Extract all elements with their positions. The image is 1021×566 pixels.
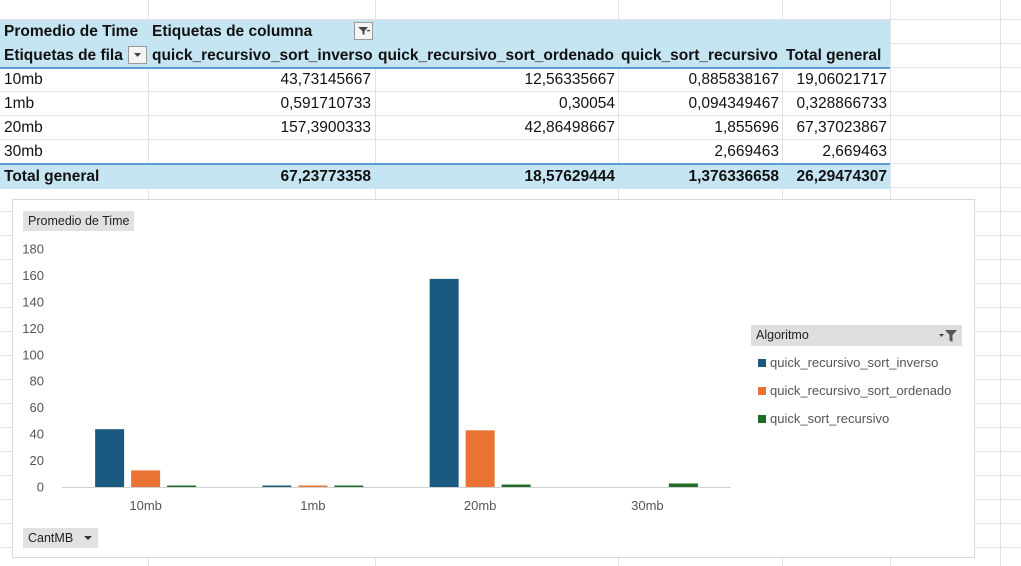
y-tick-label: 60	[30, 400, 44, 415]
y-tick-label: 80	[30, 374, 44, 389]
legend-label: quick_sort_recursivo	[770, 411, 890, 426]
row-label: 20mb	[4, 119, 43, 136]
table-cell	[377, 140, 615, 164]
table-cell: 0,328866733	[796, 95, 887, 112]
axis-field-button[interactable]: CantMB	[23, 528, 98, 548]
y-tick-label: 0	[37, 480, 44, 495]
column-labels-header[interactable]: Etiquetas de columna	[152, 23, 313, 40]
column-header: quick_recursivo_sort_ordenado	[378, 47, 615, 64]
filter-icon	[939, 330, 957, 342]
bar	[465, 430, 495, 487]
table-cell: 67,37023867	[796, 119, 887, 136]
bar-chart-plot: 0 20 40 60 80 100 120 140 160 180 10mb 1mb 20mb 30mb	[22, 242, 731, 513]
table-cell: 19,06021717	[796, 71, 887, 88]
table-cell: 43,73145667	[280, 71, 371, 88]
bar	[262, 485, 292, 487]
value-field-button[interactable]: Promedio de Time	[23, 211, 135, 231]
header-separator	[0, 67, 890, 69]
axis-field-label: CantMB	[28, 531, 74, 545]
y-tick-label: 100	[22, 347, 44, 362]
value-field-label[interactable]: Promedio de Time	[4, 23, 139, 40]
table-cell: 2,669463	[714, 143, 779, 160]
table-row: 10mb 43,73145667 12,56335667 0,885838167…	[0, 68, 890, 92]
x-tick-label: 10mb	[129, 498, 162, 513]
legend-title: Algoritmo	[756, 328, 809, 342]
table-cell	[150, 140, 371, 164]
pivot-column-header-row: Etiquetas de fila quick_recursivo_sort_i…	[0, 44, 890, 68]
chevron-down-icon	[134, 53, 141, 57]
bar	[95, 429, 125, 487]
row-label: 10mb	[4, 71, 43, 88]
total-cell: 1,376336658	[688, 168, 779, 185]
legend-swatch	[758, 415, 766, 423]
row-divider	[0, 19, 1021, 20]
bar	[429, 278, 459, 487]
row-divider	[0, 139, 1021, 140]
column-header: Total general	[786, 47, 882, 64]
pivot-header-row: Promedio de Time Etiquetas de columna	[0, 20, 890, 44]
bar	[298, 485, 328, 487]
bar	[131, 470, 161, 487]
table-cell: 157,3900333	[280, 119, 371, 136]
table-cell: 0,30054	[558, 95, 615, 112]
table-cell: 2,669463	[822, 143, 887, 160]
total-separator	[0, 163, 890, 165]
y-tick-label: 180	[22, 242, 44, 257]
total-cell: 18,57629444	[524, 168, 615, 185]
table-cell: 42,86498667	[524, 119, 615, 136]
row-divider	[0, 115, 1021, 116]
table-row: 20mb 157,3900333 42,86498667 1,855696 67…	[0, 116, 890, 140]
table-row: 30mb 2,669463 2,669463	[0, 140, 890, 164]
chevron-down-icon	[84, 536, 92, 540]
table-cell: 12,56335667	[524, 71, 615, 88]
table-cell: 0,591710733	[280, 95, 371, 112]
y-tick-label: 40	[30, 427, 44, 442]
column-header: quick_recursivo_sort_inverso	[152, 47, 373, 64]
bar	[501, 484, 531, 487]
table-cell: 0,094349467	[688, 95, 779, 112]
table-row: 1mb 0,591710733 0,30054 0,094349467 0,32…	[0, 92, 890, 116]
y-tick-label: 20	[30, 453, 44, 468]
total-cell: 26,29474307	[796, 168, 887, 185]
row-label: 30mb	[4, 143, 43, 160]
row-labels-header[interactable]: Etiquetas de fila	[4, 47, 123, 64]
y-tick-label: 160	[22, 268, 44, 283]
bar	[668, 483, 698, 487]
bar	[167, 485, 197, 487]
pivot-chart[interactable]: Promedio de Time 0 20 40 60 80 100 120 140 160 18…	[12, 199, 975, 558]
y-tick-label: 120	[22, 321, 44, 336]
table-cell: 1,855696	[714, 119, 779, 136]
legend-swatch	[758, 387, 766, 395]
total-cell: 67,23773358	[280, 168, 371, 185]
bar	[334, 485, 364, 487]
x-tick-label: 1mb	[300, 498, 325, 513]
y-tick-label: 140	[22, 294, 44, 309]
table-cell: 0,885838167	[688, 71, 779, 88]
legend-field-button[interactable]: Algoritmo	[751, 325, 962, 346]
filter-icon	[358, 27, 370, 35]
row-divider	[0, 91, 1021, 92]
x-tick-label: 30mb	[631, 498, 664, 513]
x-tick-label: 20mb	[464, 498, 497, 513]
column-header: quick_sort_recursivo	[621, 47, 778, 64]
legend-label: quick_recursivo_sort_ordenado	[770, 383, 952, 398]
legend-swatch	[758, 359, 766, 367]
total-row: Total general 67,23773358 18,57629444 1,…	[0, 165, 890, 189]
column-filter-button[interactable]	[354, 22, 373, 40]
row-filter-button[interactable]	[128, 46, 147, 64]
legend-label: quick_recursivo_sort_inverso	[770, 355, 939, 370]
row-label: 1mb	[4, 95, 35, 112]
total-label: Total general	[4, 168, 100, 185]
